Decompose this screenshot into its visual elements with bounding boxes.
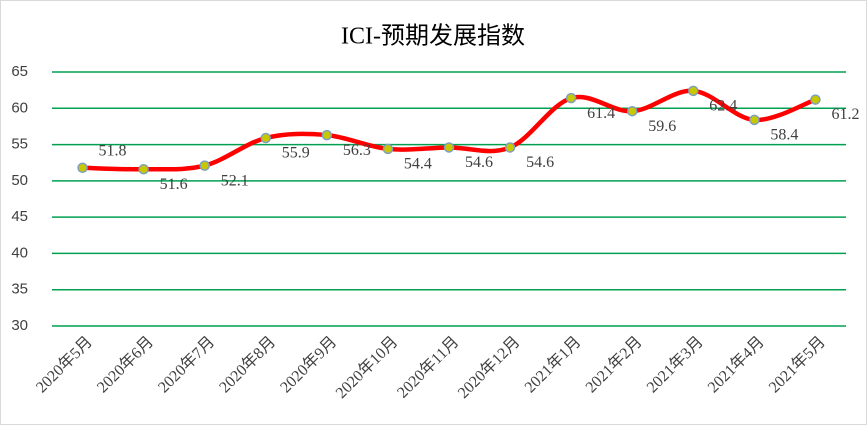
data-label: 51.6 [160,176,188,193]
data-marker [688,85,699,97]
y-tick-label: 65 [11,63,28,80]
data-label: 59.6 [648,118,676,135]
data-label: 54.6 [526,154,554,171]
data-marker [565,92,577,104]
data-marker [77,162,88,174]
y-tick-label: 60 [11,99,28,116]
data-label: 55.9 [282,145,310,162]
data-label: 54.6 [465,154,493,171]
data-label: 52.1 [221,172,249,189]
y-tick-label: 40 [11,244,28,261]
y-tick-label: 55 [11,136,28,153]
data-label: 61.2 [831,106,859,123]
y-tick-label: 50 [11,172,28,189]
data-marker [260,132,272,144]
data-label: 54.4 [404,156,432,173]
y-tick-label: 30 [11,317,28,334]
data-label: 56.3 [343,142,371,159]
data-label: 61.4 [587,105,615,122]
data-marker [321,129,333,141]
data-marker [810,94,821,105]
data-label: 58.4 [770,127,798,144]
data-marker [749,114,760,126]
data-marker [199,160,210,171]
data-marker [504,142,516,153]
data-label: 51.8 [99,142,127,159]
data-marker [382,143,394,155]
data-marker [138,163,149,175]
chart-title: ICI-预期发展指数 [341,23,525,50]
data-label: 62.4 [709,98,737,115]
data-marker [443,142,455,153]
y-tick-label: 45 [11,208,28,225]
y-tick-label: 35 [11,281,28,298]
data-marker [626,105,638,117]
